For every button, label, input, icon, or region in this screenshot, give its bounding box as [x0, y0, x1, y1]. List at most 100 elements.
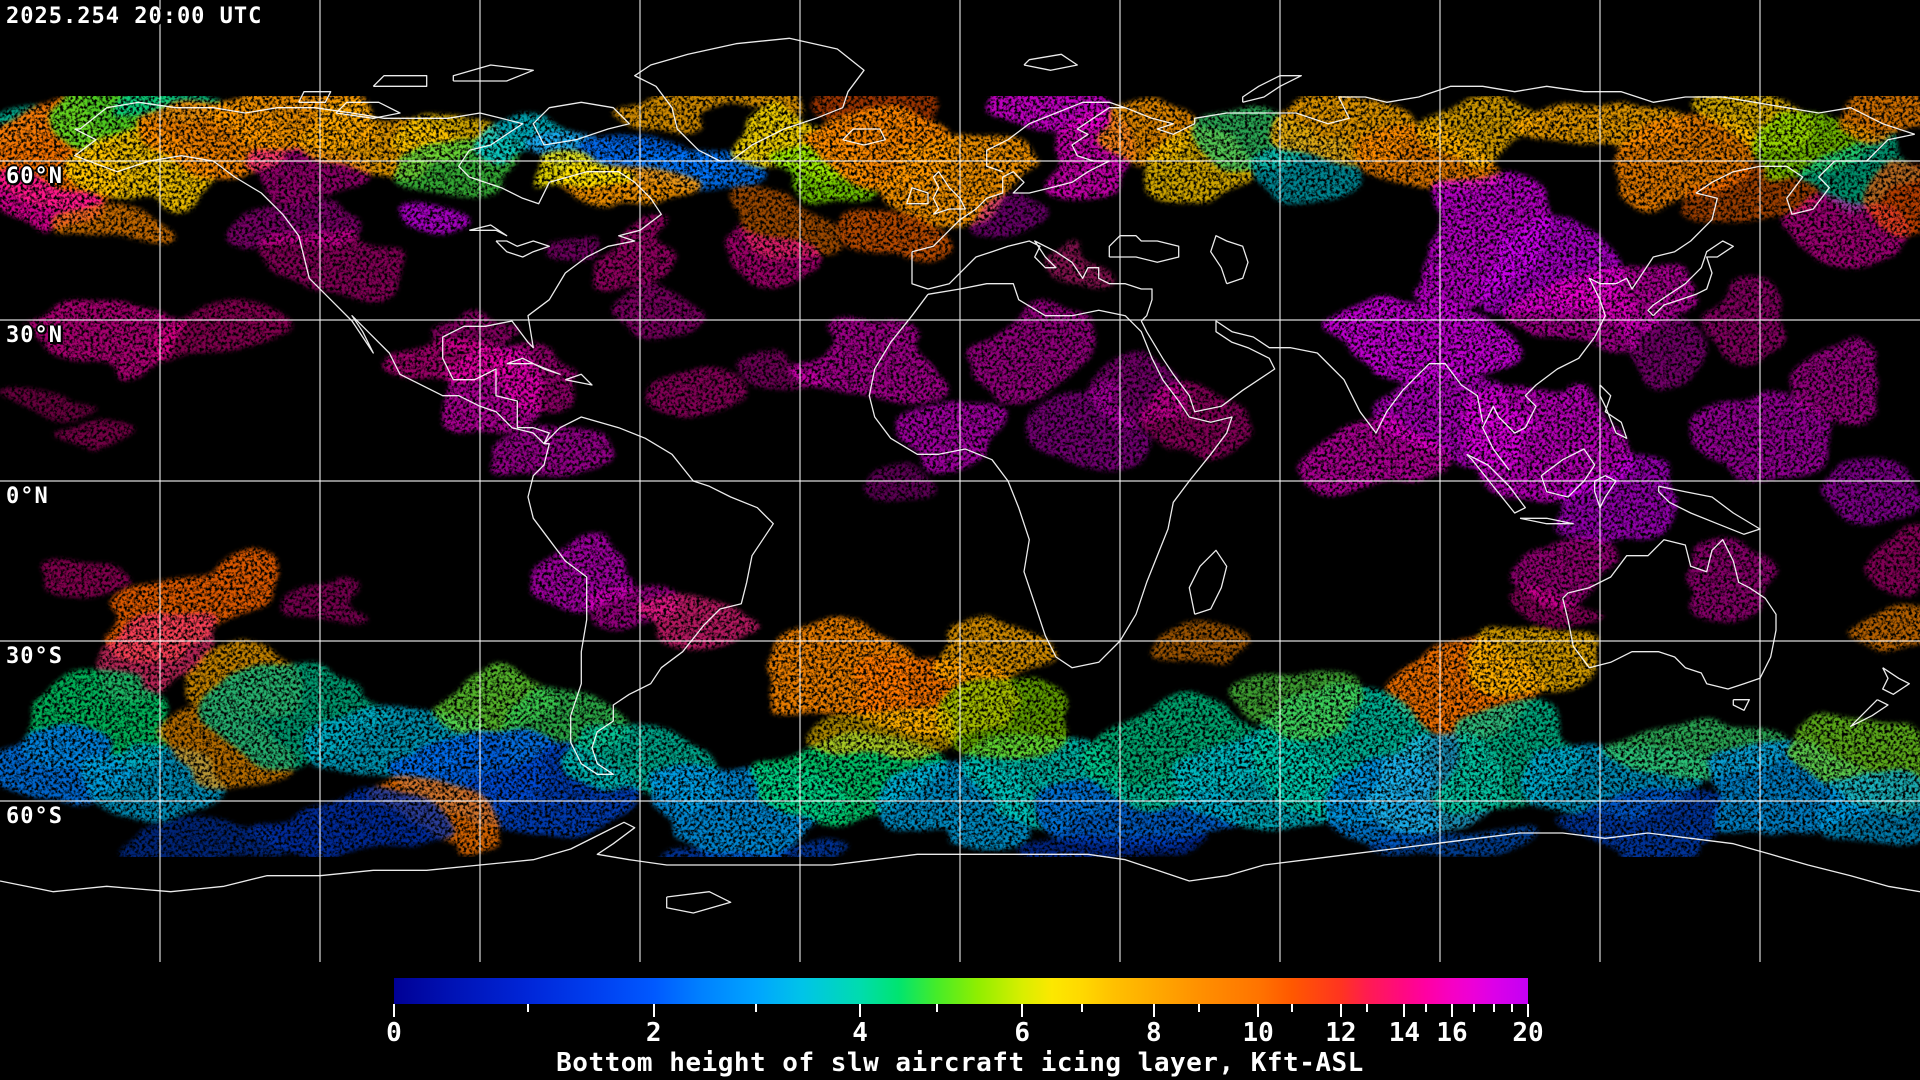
colorbar-major-tick — [1021, 1004, 1024, 1017]
coastline-java — [1519, 517, 1574, 525]
icing-blob — [1240, 667, 1360, 737]
coastline-novaya-zemlya — [1242, 75, 1302, 103]
coastline-nz-south-island — [1850, 699, 1889, 727]
colorbar — [394, 978, 1528, 1004]
colorbar-tick-label: 4 — [852, 1018, 868, 1048]
coastline-madagascar — [1188, 549, 1228, 615]
icing-blob — [645, 594, 755, 650]
timestamp: 2025.254 20:00 UTC — [6, 4, 263, 29]
icing-blob — [395, 198, 465, 234]
colorbar-major-tick — [652, 1004, 655, 1017]
coastline-filchner-edge — [666, 891, 732, 914]
colorbar-minor-tick — [936, 1004, 939, 1012]
coastline-greenland — [634, 37, 865, 162]
icing-blob — [640, 367, 760, 417]
coastline-philippines — [1599, 384, 1628, 439]
icing-blob — [970, 187, 1050, 237]
coastline-india-arabia — [1140, 320, 1484, 434]
coastline-arctic-russia — [1125, 85, 1915, 135]
coastline-baffin-island — [532, 101, 630, 146]
colorbar-major-tick — [1339, 1004, 1342, 1017]
icing-blob — [270, 232, 410, 292]
icing-blob — [845, 202, 955, 262]
colorbar-major-tick — [1257, 1004, 1260, 1017]
coastline-arctic-archipelago — [372, 75, 428, 87]
colorbar-minor-tick — [526, 1004, 529, 1012]
colorbar-minor-tick — [1424, 1004, 1427, 1012]
icing-blob — [40, 557, 140, 607]
colorbar-tick-label: 16 — [1436, 1018, 1468, 1048]
icing-blob — [532, 228, 588, 256]
coastline-caspian-sea — [1210, 235, 1249, 285]
icing-blob — [20, 384, 100, 408]
colorbar-tick-label: 6 — [1014, 1018, 1031, 1048]
icing-blob — [1000, 832, 1200, 857]
icing-blob — [1050, 257, 1110, 307]
icing-blob — [1470, 627, 1590, 697]
icing-blob — [930, 682, 1070, 762]
icing-blob — [860, 457, 940, 507]
coastline-banks-island — [298, 91, 332, 103]
colorbar-minor-tick — [1511, 1004, 1514, 1012]
icing-blob — [1615, 317, 1705, 387]
icing-blob — [1860, 532, 1920, 592]
colorbar-tick-label: 14 — [1388, 1018, 1421, 1048]
icing-blob — [1870, 162, 1920, 242]
icing-blob — [1430, 100, 1550, 160]
lat-label: 30°N — [6, 323, 63, 348]
icing-blob — [1840, 602, 1920, 662]
icing-blob — [505, 421, 615, 491]
coastline-cuba — [506, 357, 561, 375]
icing-blob — [100, 817, 300, 857]
icing-blob — [670, 830, 850, 857]
coastline-hispaniola — [565, 373, 593, 386]
icing-blob — [890, 382, 1010, 462]
icing-blob — [1795, 342, 1905, 422]
colorbar-major-tick — [393, 1004, 395, 1017]
icing-blob — [880, 130, 1020, 210]
icing-blob — [940, 622, 1040, 682]
icing-blob — [815, 321, 945, 391]
coastlines-layer — [0, 37, 1920, 914]
coastline-sulawesi — [1594, 475, 1617, 509]
world-icing-map — [0, 0, 1920, 962]
lat-label: 30°S — [6, 644, 63, 669]
icing-blob — [20, 310, 180, 354]
icing-blob — [1330, 277, 1510, 387]
colorbar-minor-tick — [1198, 1004, 1201, 1012]
icing-blob — [1820, 442, 1920, 522]
icing-blob — [160, 316, 300, 356]
icing-blob — [585, 232, 675, 292]
colorbar-major-tick — [859, 1004, 862, 1017]
icing-blob — [622, 287, 702, 337]
coastline-new-guinea — [1658, 485, 1761, 535]
coastline-great-lakes-east — [495, 240, 550, 258]
colorbar-major-tick — [1527, 1004, 1529, 1017]
coastline-south-america — [527, 416, 774, 775]
coastline-japan — [1647, 240, 1734, 317]
colorbar-tick-label: 2 — [645, 1018, 662, 1048]
icing-blob — [725, 226, 815, 278]
coastline-europe-atlantic-baltic — [911, 107, 1126, 253]
icing-blob — [1040, 397, 1140, 467]
icing-blob — [1150, 617, 1250, 667]
colorbar-tick-label: 10 — [1242, 1018, 1274, 1048]
lat-label: 60°N — [6, 164, 63, 189]
icing-blob — [270, 807, 450, 857]
coastline-iberia-mediterranean — [911, 240, 1153, 322]
icing-blob — [740, 340, 840, 384]
icing-blob — [1140, 392, 1240, 452]
coastline-pacific-asia — [1482, 133, 1915, 471]
icing-blob — [470, 351, 570, 401]
colorbar-minor-tick — [1291, 1004, 1294, 1012]
icing-blob — [1680, 547, 1780, 617]
icing-blob — [1320, 437, 1440, 507]
colorbar-major-tick — [1451, 1004, 1454, 1017]
colorbar-major-tick — [1403, 1004, 1406, 1017]
colorbar-tick-label: 8 — [1145, 1018, 1162, 1048]
lat-label: 0°N — [6, 484, 49, 509]
colorbar-minor-tick — [1472, 1004, 1475, 1012]
icing-blob — [40, 414, 140, 446]
colorbar-tick-label: 12 — [1325, 1018, 1357, 1048]
